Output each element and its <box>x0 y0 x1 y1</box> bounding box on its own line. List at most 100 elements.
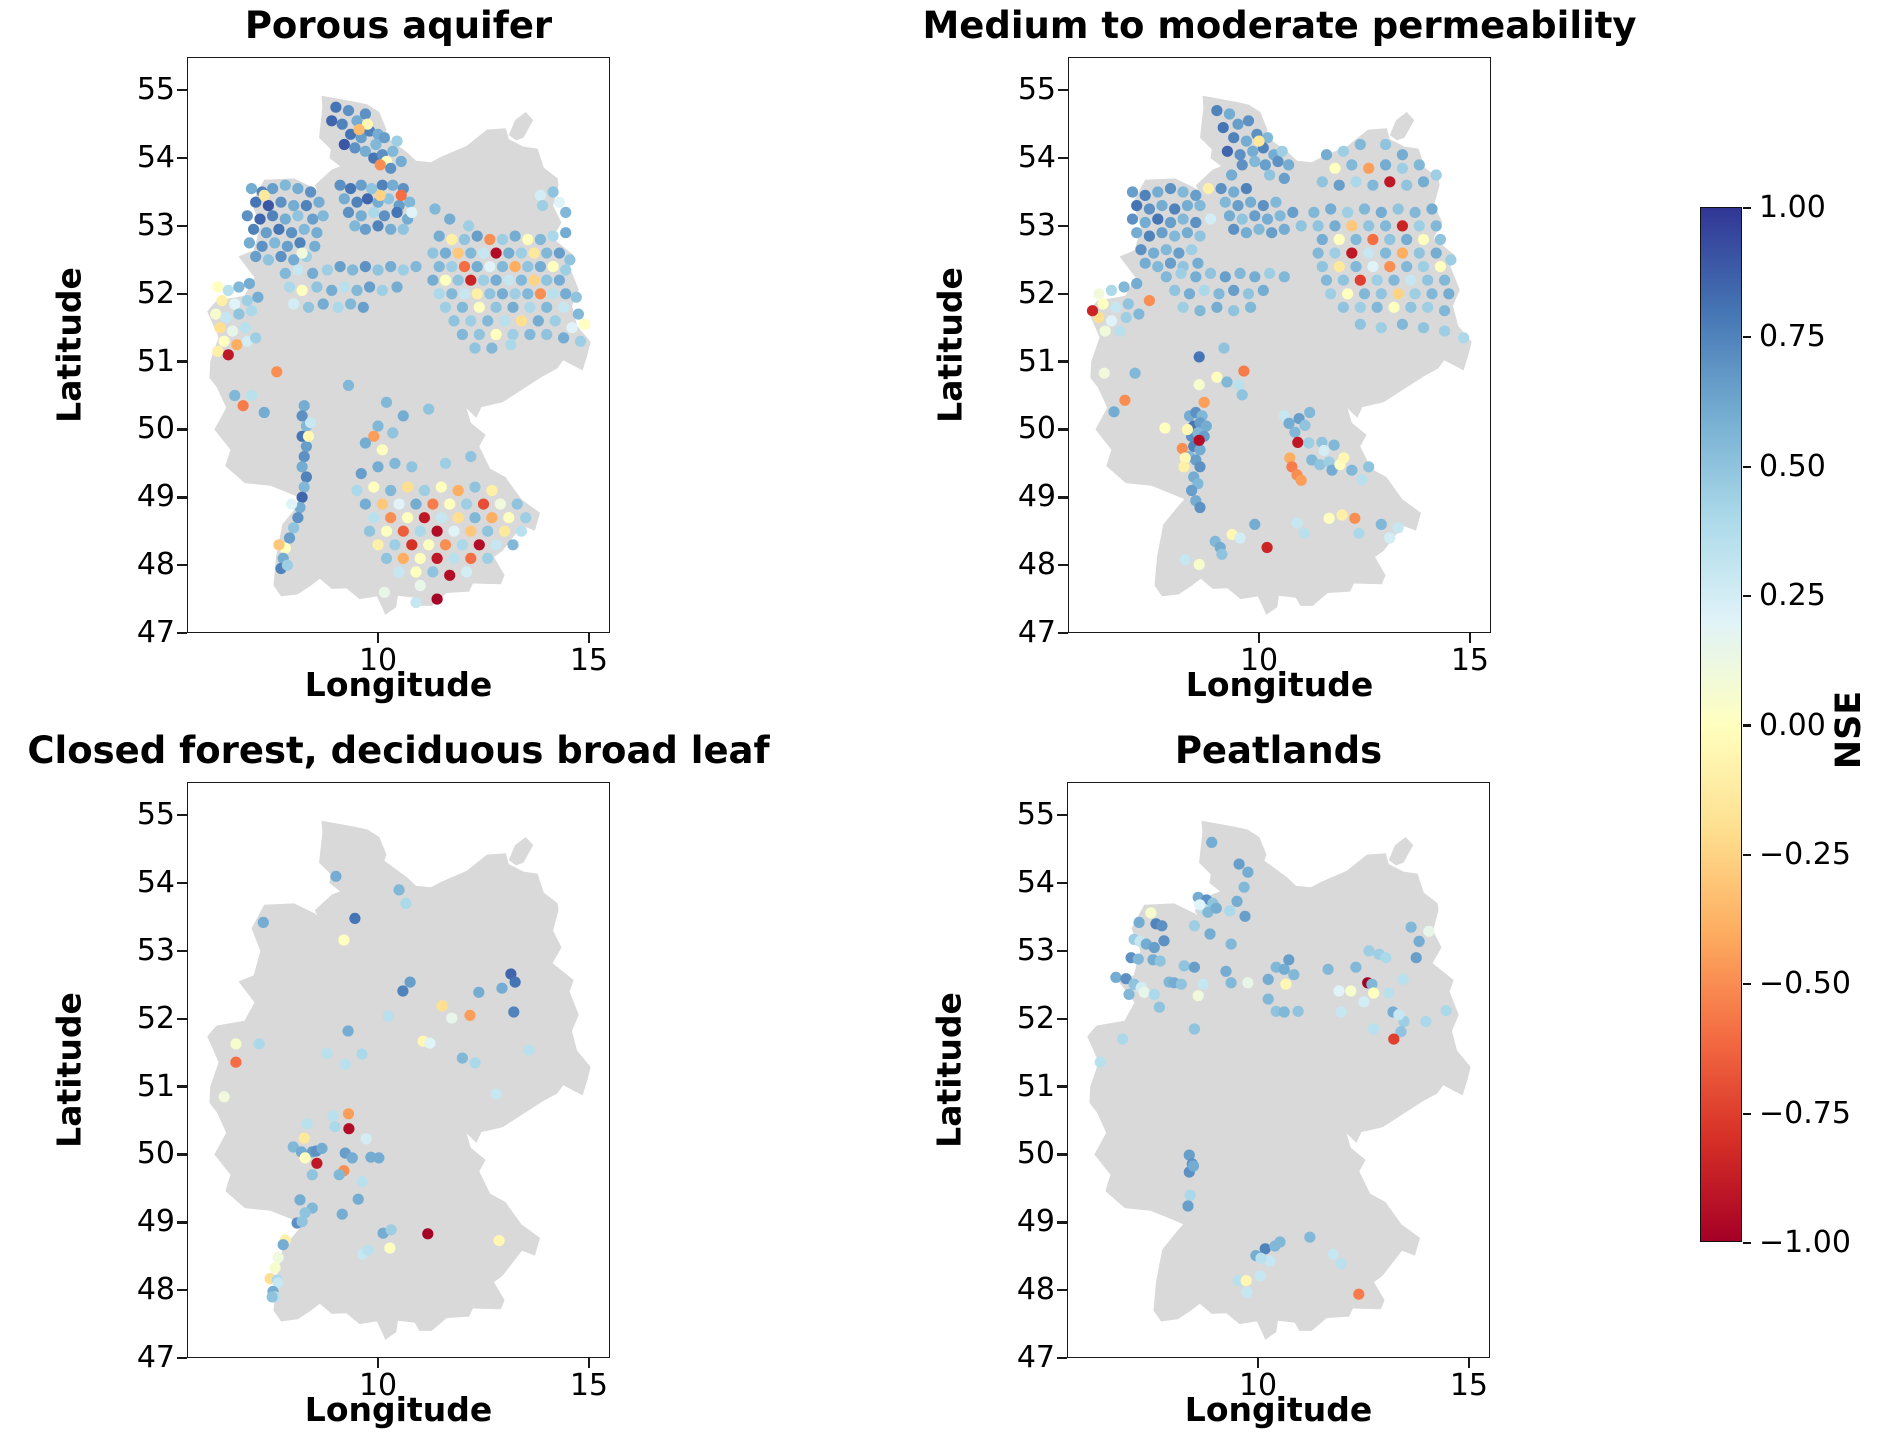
station-point <box>1329 220 1341 232</box>
station-point <box>1283 159 1295 171</box>
station-point <box>456 301 468 313</box>
station-point <box>397 525 409 537</box>
station-point <box>1342 206 1354 218</box>
station-point <box>1405 274 1417 286</box>
station-point <box>1287 206 1299 218</box>
station-point <box>1422 301 1434 313</box>
station-point <box>1262 973 1274 985</box>
station-point <box>1132 953 1144 965</box>
germany-land-shape <box>508 837 534 866</box>
station-point <box>1380 247 1392 259</box>
station-point <box>465 451 477 463</box>
x-tick-mark <box>587 633 591 643</box>
station-point <box>1395 1026 1407 1038</box>
station-point <box>1401 233 1413 246</box>
station-point <box>1336 509 1348 521</box>
y-tick-mark <box>177 631 187 635</box>
station-point <box>351 484 363 497</box>
station-point <box>524 328 536 341</box>
station-point <box>1304 1231 1316 1243</box>
station-point <box>1259 1243 1271 1255</box>
station-point <box>1219 271 1231 283</box>
station-point <box>298 400 310 412</box>
station-point <box>503 512 515 524</box>
station-point <box>1346 247 1358 259</box>
station-point <box>541 328 553 341</box>
station-point <box>1164 216 1177 229</box>
station-point <box>250 332 262 344</box>
station-point <box>1204 928 1216 940</box>
y-tick-label: 49 <box>1017 479 1056 515</box>
y-tick-mark <box>1058 156 1068 160</box>
station-point <box>471 230 483 242</box>
station-point <box>338 138 350 151</box>
x-tick-mark <box>1257 633 1261 643</box>
station-point <box>1413 247 1425 259</box>
station-point <box>424 1037 436 1049</box>
station-point <box>306 1169 318 1181</box>
station-point <box>332 301 344 313</box>
station-point <box>368 481 380 493</box>
station-point <box>1105 284 1117 296</box>
station-point <box>252 291 264 303</box>
station-point <box>1434 261 1446 273</box>
station-point <box>355 210 367 222</box>
station-point <box>336 1208 348 1220</box>
station-point <box>482 552 494 564</box>
station-point <box>439 274 452 286</box>
station-point <box>393 566 405 578</box>
station-point <box>349 912 361 924</box>
station-point <box>334 179 346 191</box>
station-point <box>515 247 527 259</box>
station-point <box>1367 261 1379 273</box>
y-tick-mark <box>177 1221 187 1224</box>
station-point <box>1133 308 1145 320</box>
station-point <box>300 471 312 483</box>
station-point <box>508 1006 520 1018</box>
colorbar-tick-mark <box>1743 983 1751 986</box>
station-point <box>1242 288 1255 300</box>
station-point <box>1240 135 1252 147</box>
station-point <box>1152 186 1164 198</box>
station-point <box>1211 371 1223 383</box>
station-point <box>1254 1270 1266 1282</box>
station-point <box>446 288 458 300</box>
station-point <box>1345 985 1357 997</box>
x-tick-label: 10 <box>358 1368 398 1403</box>
station-point <box>271 366 283 378</box>
station-point <box>515 274 527 286</box>
station-point <box>410 498 422 510</box>
station-point <box>1333 233 1345 246</box>
station-point <box>250 196 262 208</box>
station-point <box>397 552 409 564</box>
station-point <box>532 315 544 327</box>
station-point <box>389 539 401 551</box>
station-point <box>547 186 559 198</box>
station-point <box>522 261 534 273</box>
x-tick-mark <box>1256 1358 1260 1368</box>
station-point <box>439 457 452 469</box>
station-point <box>534 261 546 273</box>
station-point <box>1183 1149 1195 1161</box>
station-point <box>281 240 293 252</box>
colorbar-tick-label: 0.00 <box>1759 707 1826 743</box>
y-tick-mark <box>177 224 187 228</box>
station-point <box>471 288 483 300</box>
station-point <box>1177 186 1189 198</box>
station-point <box>1274 1236 1286 1248</box>
station-point <box>1350 176 1362 188</box>
station-point <box>414 579 426 592</box>
station-point <box>275 196 287 208</box>
station-point <box>385 261 397 273</box>
station-point <box>380 552 393 564</box>
station-point <box>1186 484 1198 497</box>
station-point <box>1288 969 1300 981</box>
y-tick-mark <box>1057 1017 1067 1020</box>
colorbar-tick-mark <box>1743 465 1751 468</box>
station-point <box>266 1291 278 1303</box>
station-point <box>490 274 502 286</box>
station-point <box>1375 288 1387 300</box>
station-point <box>1186 244 1198 256</box>
station-point <box>1366 978 1378 990</box>
station-point <box>1270 196 1282 208</box>
